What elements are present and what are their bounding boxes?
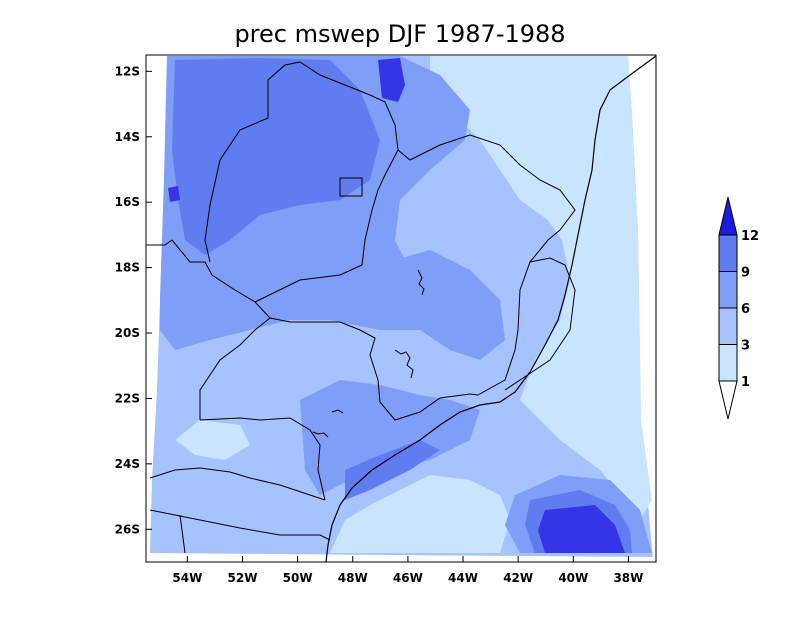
y-tick-label: 22S [115, 391, 140, 405]
colorbar-top-arrow [718, 196, 738, 236]
lake-outline [312, 431, 329, 438]
region-level-1-3-south [330, 475, 510, 553]
colorbar-label: 12 [741, 229, 759, 244]
y-tick-label: 12S [115, 64, 140, 78]
x-tick-label: 48W [338, 571, 368, 585]
region-level-above-12-southeast [538, 505, 625, 553]
x-tick-label: 42W [503, 571, 533, 585]
colorbar-segment [718, 234, 738, 272]
y-tick-label: 24S [115, 457, 140, 471]
x-tick-label: 52W [228, 571, 258, 585]
precipitation-field [146, 55, 656, 562]
colorbar-segment [718, 307, 738, 345]
lake-outline [394, 349, 414, 379]
region-level-6-9-coast [300, 380, 480, 495]
colorbar-label: 3 [741, 339, 750, 354]
x-tick-label: 40W [558, 571, 588, 585]
y-axis: 12S 14S 16S 18S 20S 22S 24S 26S [115, 64, 152, 536]
region-level-6-9-central [395, 250, 505, 360]
region-level-9-12-coast [345, 440, 440, 500]
y-tick-label: 16S [115, 195, 140, 209]
y-tick-label: 14S [115, 130, 140, 144]
y-tick-label: 26S [115, 522, 140, 536]
colorbar-label: 1 [741, 375, 750, 390]
lake-outline [331, 409, 344, 414]
x-tick-label: 54W [172, 571, 202, 585]
region-level-9-12-north [172, 58, 380, 255]
x-axis: 54W 52W 50W 48W 46W 44W 42W 40W 38W [172, 556, 643, 585]
colorbar-label: 6 [741, 302, 750, 317]
x-tick-label: 50W [283, 571, 313, 585]
y-tick-label: 20S [115, 326, 140, 340]
map-title: prec mswep DJF 1987-1988 [234, 20, 565, 48]
region-level-1-3-southwest [175, 420, 250, 460]
colorbar: 1 3 6 9 12 [718, 196, 759, 420]
x-tick-label: 44W [448, 571, 478, 585]
colorbar-bottom-arrow [718, 380, 738, 420]
x-tick-label: 38W [613, 571, 643, 585]
plot-frame [145, 54, 657, 563]
coastline [325, 55, 656, 562]
region-level-above-12-north [378, 58, 405, 102]
region-level-1-3-east [430, 56, 652, 520]
y-tick-label: 18S [115, 261, 140, 275]
colorbar-segment [718, 344, 738, 382]
lake-outline [417, 269, 425, 296]
colorbar-label: 9 [741, 266, 750, 281]
x-tick-label: 46W [393, 571, 423, 585]
colorbar-segment [718, 271, 738, 309]
state-boundaries [146, 61, 576, 554]
region-level-above-12-west [168, 186, 180, 202]
